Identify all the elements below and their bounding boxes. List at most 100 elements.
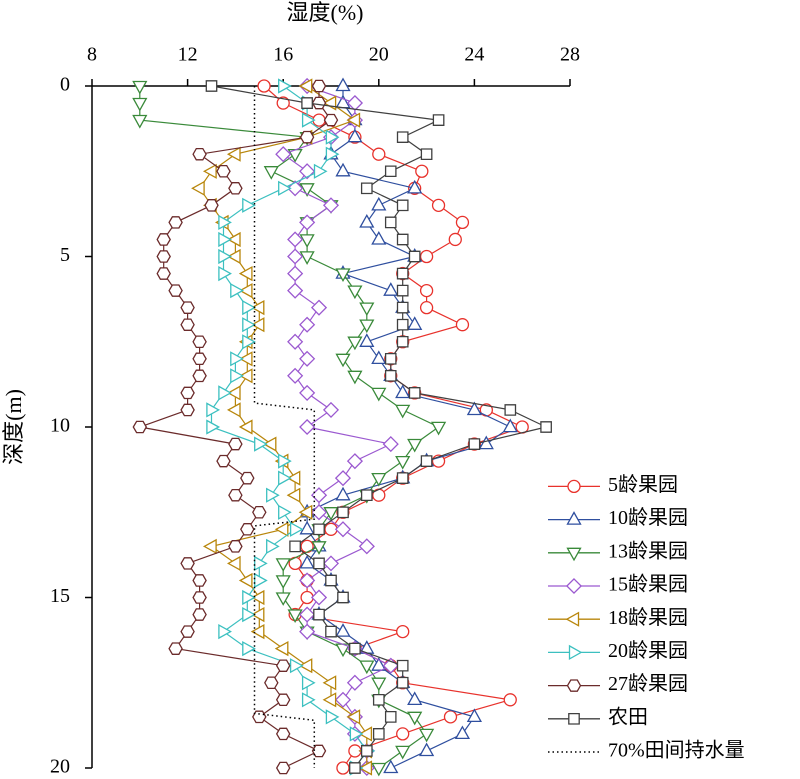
legend-label: 15龄果园 — [608, 573, 688, 596]
data-point — [299, 520, 315, 535]
data-point — [466, 708, 483, 723]
data-point — [252, 710, 267, 724]
data-point — [298, 658, 313, 674]
data-point — [396, 199, 409, 212]
data-point — [298, 504, 313, 520]
data-point — [266, 487, 280, 503]
legend-label: 27龄果园 — [608, 672, 688, 695]
data-point — [396, 301, 409, 314]
data-point — [310, 589, 328, 606]
data-point — [359, 213, 375, 228]
data-point — [335, 162, 351, 177]
data-point — [540, 421, 552, 433]
data-point — [286, 487, 301, 503]
data-point — [218, 385, 232, 401]
data-point — [371, 387, 387, 402]
data-point — [238, 265, 253, 282]
data-point — [455, 215, 470, 230]
data-point — [252, 505, 267, 519]
data-point — [384, 352, 397, 365]
data-point — [301, 97, 313, 109]
data-point — [346, 94, 364, 112]
data-point — [132, 420, 148, 434]
data-point — [311, 541, 327, 555]
data-point — [301, 675, 316, 691]
data-point — [346, 709, 361, 725]
data-point — [407, 316, 423, 330]
data-point — [192, 591, 207, 604]
data-point — [238, 572, 253, 589]
data-point — [359, 302, 375, 317]
data-point — [228, 540, 243, 553]
data-point — [240, 523, 255, 536]
data-point — [415, 164, 429, 178]
data-point — [205, 80, 218, 92]
data-point — [336, 761, 350, 775]
legend-marker — [566, 511, 582, 525]
data-point — [395, 404, 411, 419]
data-point — [334, 691, 352, 708]
data-point — [349, 726, 364, 742]
data-point — [287, 265, 304, 282]
data-point — [396, 676, 409, 689]
data-point — [347, 370, 363, 385]
data-point — [396, 233, 409, 246]
data-point — [275, 761, 291, 775]
data-point — [395, 384, 411, 399]
data-point — [346, 112, 361, 128]
series — [299, 77, 518, 774]
data-point — [254, 555, 268, 572]
data-point — [242, 317, 256, 333]
data-point — [384, 216, 397, 229]
data-point — [325, 709, 340, 725]
data-point — [313, 608, 325, 621]
data-point — [313, 523, 325, 536]
data-point — [226, 555, 241, 572]
data-point — [299, 572, 316, 589]
data-point — [325, 625, 337, 638]
data-point — [202, 163, 217, 179]
data-point — [383, 759, 399, 774]
data-point — [337, 506, 349, 519]
data-point — [299, 130, 315, 144]
data-point — [384, 165, 397, 178]
data-point — [349, 642, 361, 655]
data-point — [204, 199, 219, 212]
data-point — [168, 642, 183, 655]
data-point — [192, 352, 207, 366]
data-point — [275, 592, 291, 606]
x-tick-label: 8 — [87, 44, 97, 66]
data-point — [311, 744, 327, 758]
data-point — [347, 128, 363, 143]
data-point — [168, 284, 183, 297]
data-point — [418, 728, 435, 743]
data-point — [334, 521, 352, 538]
data-point — [266, 538, 280, 555]
data-point — [396, 318, 409, 331]
legend-marker — [566, 679, 582, 692]
data-point — [192, 147, 207, 161]
data-point — [299, 183, 315, 197]
data-point — [278, 470, 292, 486]
x-tick-label: 16 — [273, 44, 293, 66]
data-point — [289, 658, 304, 674]
data-point — [335, 77, 351, 92]
data-point — [242, 334, 256, 350]
data-point — [238, 282, 253, 299]
data-point — [218, 231, 232, 248]
data-point — [322, 675, 337, 691]
data-point — [278, 78, 292, 94]
data-point — [396, 284, 409, 297]
data-point — [299, 163, 316, 180]
data-point — [206, 419, 221, 435]
data-point — [407, 691, 423, 706]
data-point — [278, 180, 292, 196]
data-point — [299, 623, 316, 640]
data-point — [503, 693, 517, 707]
data-point — [349, 762, 361, 774]
data-point — [448, 232, 462, 247]
data-point — [346, 674, 364, 691]
data-point — [310, 487, 328, 504]
data-point — [242, 640, 256, 657]
legend-marker — [568, 712, 580, 725]
